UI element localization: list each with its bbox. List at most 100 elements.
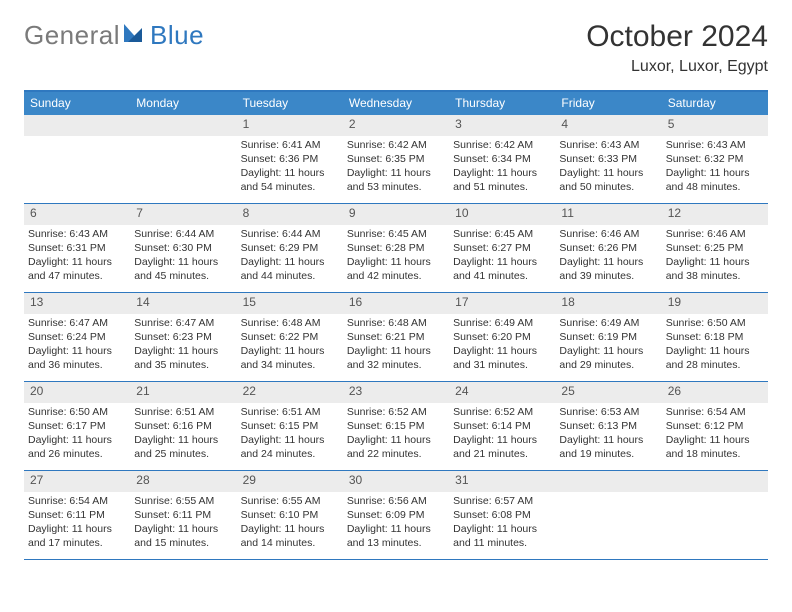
daylight-line: Daylight: 11 hours and 41 minutes. <box>453 256 551 284</box>
logo: General Blue <box>24 20 204 51</box>
day-number: 30 <box>343 471 449 492</box>
day-number: 24 <box>449 382 555 403</box>
day-cell: 20Sunrise: 6:50 AMSunset: 6:17 PMDayligh… <box>24 382 130 470</box>
sunrise-line: Sunrise: 6:46 AM <box>666 228 764 242</box>
day-content: Sunrise: 6:42 AMSunset: 6:34 PMDaylight:… <box>449 136 555 203</box>
day-number: 29 <box>237 471 343 492</box>
day-number: 31 <box>449 471 555 492</box>
daylight-line: Daylight: 11 hours and 32 minutes. <box>347 345 445 373</box>
sunrise-line: Sunrise: 6:52 AM <box>347 406 445 420</box>
week-row: 1Sunrise: 6:41 AMSunset: 6:36 PMDaylight… <box>24 115 768 204</box>
daylight-line: Daylight: 11 hours and 36 minutes. <box>28 345 126 373</box>
day-number: 10 <box>449 204 555 225</box>
day-cell: 22Sunrise: 6:51 AMSunset: 6:15 PMDayligh… <box>237 382 343 470</box>
day-cell: 17Sunrise: 6:49 AMSunset: 6:20 PMDayligh… <box>449 293 555 381</box>
daylight-line: Daylight: 11 hours and 31 minutes. <box>453 345 551 373</box>
day-content: Sunrise: 6:44 AMSunset: 6:29 PMDaylight:… <box>237 225 343 292</box>
sunrise-line: Sunrise: 6:47 AM <box>28 317 126 331</box>
day-content: Sunrise: 6:49 AMSunset: 6:20 PMDaylight:… <box>449 314 555 381</box>
dow-wed: Wednesday <box>343 92 449 115</box>
sunrise-line: Sunrise: 6:50 AM <box>28 406 126 420</box>
sunset-line: Sunset: 6:36 PM <box>241 153 339 167</box>
day-cell: 2Sunrise: 6:42 AMSunset: 6:35 PMDaylight… <box>343 115 449 203</box>
weeks-container: 1Sunrise: 6:41 AMSunset: 6:36 PMDaylight… <box>24 115 768 560</box>
day-content: Sunrise: 6:57 AMSunset: 6:08 PMDaylight:… <box>449 492 555 559</box>
day-cell: 6Sunrise: 6:43 AMSunset: 6:31 PMDaylight… <box>24 204 130 292</box>
day-content: Sunrise: 6:48 AMSunset: 6:21 PMDaylight:… <box>343 314 449 381</box>
day-number: 1 <box>237 115 343 136</box>
day-cell: 26Sunrise: 6:54 AMSunset: 6:12 PMDayligh… <box>662 382 768 470</box>
day-content: Sunrise: 6:42 AMSunset: 6:35 PMDaylight:… <box>343 136 449 203</box>
sunrise-line: Sunrise: 6:56 AM <box>347 495 445 509</box>
daylight-line: Daylight: 11 hours and 18 minutes. <box>666 434 764 462</box>
day-content <box>130 136 236 203</box>
daylight-line: Daylight: 11 hours and 14 minutes. <box>241 523 339 551</box>
header: General Blue October 2024 Luxor, Luxor, … <box>24 20 768 76</box>
daylight-line: Daylight: 11 hours and 47 minutes. <box>28 256 126 284</box>
day-content <box>555 492 661 559</box>
day-content: Sunrise: 6:50 AMSunset: 6:18 PMDaylight:… <box>662 314 768 381</box>
dow-tue: Tuesday <box>237 92 343 115</box>
day-cell: 28Sunrise: 6:55 AMSunset: 6:11 PMDayligh… <box>130 471 236 559</box>
day-number: 11 <box>555 204 661 225</box>
day-content: Sunrise: 6:49 AMSunset: 6:19 PMDaylight:… <box>555 314 661 381</box>
sunrise-line: Sunrise: 6:45 AM <box>347 228 445 242</box>
day-number: 28 <box>130 471 236 492</box>
sunset-line: Sunset: 6:11 PM <box>134 509 232 523</box>
day-content: Sunrise: 6:43 AMSunset: 6:33 PMDaylight:… <box>555 136 661 203</box>
sunset-line: Sunset: 6:27 PM <box>453 242 551 256</box>
day-content: Sunrise: 6:47 AMSunset: 6:23 PMDaylight:… <box>130 314 236 381</box>
day-cell: 13Sunrise: 6:47 AMSunset: 6:24 PMDayligh… <box>24 293 130 381</box>
day-content: Sunrise: 6:45 AMSunset: 6:28 PMDaylight:… <box>343 225 449 292</box>
day-number: 25 <box>555 382 661 403</box>
day-cell: 18Sunrise: 6:49 AMSunset: 6:19 PMDayligh… <box>555 293 661 381</box>
day-content: Sunrise: 6:46 AMSunset: 6:25 PMDaylight:… <box>662 225 768 292</box>
day-cell: 21Sunrise: 6:51 AMSunset: 6:16 PMDayligh… <box>130 382 236 470</box>
day-cell: 19Sunrise: 6:50 AMSunset: 6:18 PMDayligh… <box>662 293 768 381</box>
sunset-line: Sunset: 6:23 PM <box>134 331 232 345</box>
day-number: 5 <box>662 115 768 136</box>
sunset-line: Sunset: 6:34 PM <box>453 153 551 167</box>
logo-text-2: Blue <box>150 20 204 51</box>
daylight-line: Daylight: 11 hours and 42 minutes. <box>347 256 445 284</box>
day-content: Sunrise: 6:43 AMSunset: 6:31 PMDaylight:… <box>24 225 130 292</box>
day-cell <box>662 471 768 559</box>
day-number: 12 <box>662 204 768 225</box>
day-content: Sunrise: 6:41 AMSunset: 6:36 PMDaylight:… <box>237 136 343 203</box>
day-number: 18 <box>555 293 661 314</box>
sunrise-line: Sunrise: 6:47 AM <box>134 317 232 331</box>
day-cell: 27Sunrise: 6:54 AMSunset: 6:11 PMDayligh… <box>24 471 130 559</box>
day-content: Sunrise: 6:46 AMSunset: 6:26 PMDaylight:… <box>555 225 661 292</box>
daylight-line: Daylight: 11 hours and 25 minutes. <box>134 434 232 462</box>
day-number: 3 <box>449 115 555 136</box>
daylight-line: Daylight: 11 hours and 17 minutes. <box>28 523 126 551</box>
day-number: 27 <box>24 471 130 492</box>
sunrise-line: Sunrise: 6:42 AM <box>347 139 445 153</box>
sunset-line: Sunset: 6:09 PM <box>347 509 445 523</box>
day-number: 2 <box>343 115 449 136</box>
sunset-line: Sunset: 6:28 PM <box>347 242 445 256</box>
sunrise-line: Sunrise: 6:48 AM <box>347 317 445 331</box>
dow-thu: Thursday <box>449 92 555 115</box>
day-number <box>130 115 236 136</box>
dow-fri: Friday <box>555 92 661 115</box>
sunrise-line: Sunrise: 6:54 AM <box>28 495 126 509</box>
day-cell <box>24 115 130 203</box>
daylight-line: Daylight: 11 hours and 24 minutes. <box>241 434 339 462</box>
sunset-line: Sunset: 6:19 PM <box>559 331 657 345</box>
dow-sun: Sunday <box>24 92 130 115</box>
dow-row: Sunday Monday Tuesday Wednesday Thursday… <box>24 92 768 115</box>
day-number: 4 <box>555 115 661 136</box>
sunset-line: Sunset: 6:25 PM <box>666 242 764 256</box>
day-cell: 23Sunrise: 6:52 AMSunset: 6:15 PMDayligh… <box>343 382 449 470</box>
daylight-line: Daylight: 11 hours and 11 minutes. <box>453 523 551 551</box>
day-number: 9 <box>343 204 449 225</box>
sunset-line: Sunset: 6:29 PM <box>241 242 339 256</box>
day-number <box>24 115 130 136</box>
daylight-line: Daylight: 11 hours and 19 minutes. <box>559 434 657 462</box>
day-number: 15 <box>237 293 343 314</box>
daylight-line: Daylight: 11 hours and 54 minutes. <box>241 167 339 195</box>
daylight-line: Daylight: 11 hours and 29 minutes. <box>559 345 657 373</box>
day-cell: 9Sunrise: 6:45 AMSunset: 6:28 PMDaylight… <box>343 204 449 292</box>
sunset-line: Sunset: 6:18 PM <box>666 331 764 345</box>
